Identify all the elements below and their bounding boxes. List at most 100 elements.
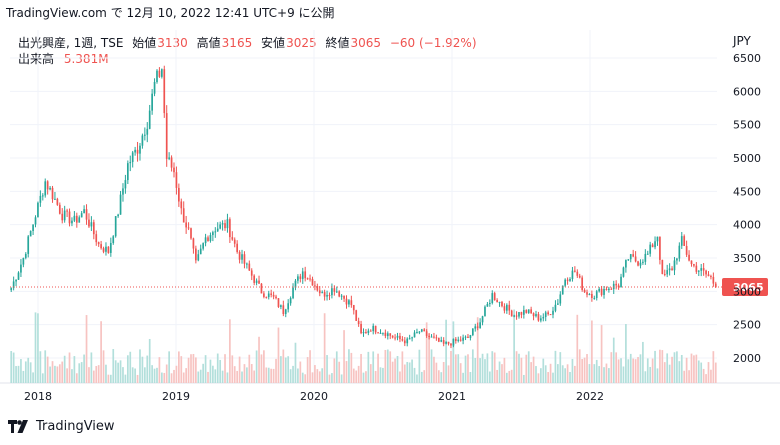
candle-body	[170, 157, 173, 168]
candle-layer	[10, 65, 717, 349]
candle-body	[187, 227, 190, 229]
candle-body	[416, 332, 418, 334]
volume-bar	[95, 366, 98, 383]
volume-bar	[365, 371, 367, 383]
candle-body	[139, 145, 141, 154]
volume-bar	[462, 372, 464, 383]
volume-bar	[122, 367, 124, 383]
candle-body	[384, 332, 387, 337]
x-tick-label: 2021	[438, 390, 466, 403]
candle-body	[459, 339, 462, 341]
volume-bar	[442, 362, 445, 383]
candle-body	[474, 326, 477, 329]
volume-bar	[97, 365, 100, 383]
volume-bar	[100, 321, 102, 383]
candle-body	[141, 135, 144, 146]
candle-body	[632, 254, 635, 257]
volume-bar	[437, 370, 440, 383]
candle-body	[649, 244, 652, 254]
volume-bar	[114, 360, 117, 383]
y-tick-label: 5000	[733, 152, 761, 165]
volume-bar	[88, 367, 90, 383]
volume-bar	[574, 365, 576, 383]
volume-bar	[418, 349, 421, 383]
last-price-tag	[722, 278, 768, 296]
volume-bar	[199, 369, 202, 383]
volume-bar	[226, 372, 229, 383]
candle-body	[175, 172, 178, 188]
candle-body	[20, 264, 22, 273]
volume-bar	[236, 370, 239, 383]
volume-bar	[413, 367, 416, 383]
volume-bar	[386, 349, 389, 383]
volume-bar	[552, 372, 554, 383]
candle-body	[566, 279, 569, 281]
volume-bar	[348, 349, 350, 383]
candle-body	[668, 268, 671, 271]
volume-bar	[676, 351, 678, 383]
volume-bar	[360, 353, 362, 383]
candle-body	[591, 293, 593, 298]
volume-bar	[124, 374, 127, 383]
volume-bar	[416, 374, 418, 383]
candle-body	[207, 237, 209, 241]
volume-bar	[192, 353, 195, 383]
volume-bar	[481, 353, 484, 383]
volume-bar	[117, 362, 119, 383]
volume-bar	[406, 361, 409, 383]
candle-body	[109, 243, 112, 253]
candle-body	[702, 268, 705, 271]
volume-bar	[496, 369, 498, 383]
candle-body	[163, 69, 166, 114]
candle-body	[311, 278, 314, 286]
candle-body	[547, 312, 549, 315]
volume-bar	[49, 366, 51, 383]
candle-body	[212, 232, 214, 236]
volume-bar	[282, 349, 285, 383]
candle-body	[663, 273, 666, 275]
candle-body	[314, 285, 316, 287]
candle-body	[270, 293, 273, 295]
volume-bar	[185, 368, 187, 383]
footer-branding[interactable]: TradingView	[8, 419, 115, 434]
volume-bar	[379, 367, 382, 383]
candle-body	[263, 293, 265, 297]
volume-bar	[394, 358, 396, 383]
candle-body	[143, 134, 146, 136]
volume-bar	[459, 363, 462, 383]
candle-body	[513, 315, 515, 317]
volume-bar	[508, 370, 511, 383]
candle-body	[408, 338, 411, 340]
candle-body	[411, 337, 413, 339]
volume-bar	[51, 361, 54, 383]
candle-body	[445, 341, 447, 344]
volume-bar	[457, 354, 460, 383]
candle-body	[610, 288, 613, 290]
candle-body	[80, 213, 83, 218]
open-label: 始値	[132, 36, 157, 50]
volume-bar	[263, 350, 265, 383]
last-price-label: 3065	[733, 281, 764, 294]
volume-bar	[219, 359, 222, 383]
volume-bar	[318, 371, 321, 383]
volume-bar	[493, 352, 496, 383]
y-tick-label: 3500	[733, 252, 761, 265]
candle-body	[391, 335, 394, 338]
volume-bar	[605, 363, 608, 383]
volume-bar	[309, 350, 311, 383]
volume-bar	[314, 365, 316, 383]
legend-symbol[interactable]: 出光興産, 1週, TSE	[18, 36, 124, 50]
volume-bar	[532, 356, 535, 383]
candle-body	[486, 304, 489, 307]
candle-body	[583, 289, 586, 293]
candle-body	[685, 245, 688, 255]
axis-layer: 3065 2000 2500 3000 3500 4000 4500 5000 5500 6000…	[10, 52, 768, 403]
volume-bar	[486, 353, 489, 383]
candle-body	[316, 286, 319, 291]
candle-body	[10, 288, 13, 291]
volume-bar	[131, 367, 134, 383]
volume-bar	[598, 366, 601, 383]
candle-body	[258, 280, 260, 284]
volume-bar	[231, 355, 234, 383]
